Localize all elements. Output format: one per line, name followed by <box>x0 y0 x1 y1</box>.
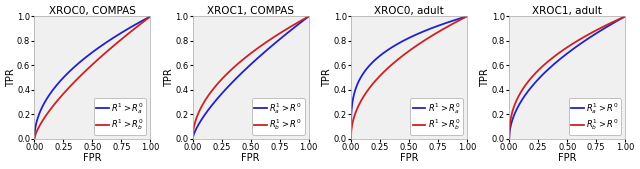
Legend: $R^1 > R^0_a$, $R^1 > R^0_b$: $R^1 > R^0_a$, $R^1 > R^0_b$ <box>93 98 147 135</box>
X-axis label: FPR: FPR <box>83 153 102 163</box>
Title: XROC1, adult: XROC1, adult <box>532 6 602 16</box>
Y-axis label: TPR: TPR <box>6 68 15 87</box>
Legend: $R^1_a > R^0$, $R^1_b > R^0$: $R^1_a > R^0$, $R^1_b > R^0$ <box>568 98 621 135</box>
Y-axis label: TPR: TPR <box>322 68 332 87</box>
Title: XROC0, COMPAS: XROC0, COMPAS <box>49 6 136 16</box>
Y-axis label: TPR: TPR <box>481 68 490 87</box>
Y-axis label: TPR: TPR <box>164 68 174 87</box>
Legend: $R^1 > R^0_a$, $R^1 > R^0_b$: $R^1 > R^0_a$, $R^1 > R^0_b$ <box>410 98 463 135</box>
Title: XROC1, COMPAS: XROC1, COMPAS <box>207 6 294 16</box>
Legend: $R^1_a > R^0$, $R^1_b > R^0$: $R^1_a > R^0$, $R^1_b > R^0$ <box>252 98 305 135</box>
X-axis label: FPR: FPR <box>241 153 260 163</box>
X-axis label: FPR: FPR <box>400 153 418 163</box>
X-axis label: FPR: FPR <box>558 153 577 163</box>
Title: XROC0, adult: XROC0, adult <box>374 6 444 16</box>
